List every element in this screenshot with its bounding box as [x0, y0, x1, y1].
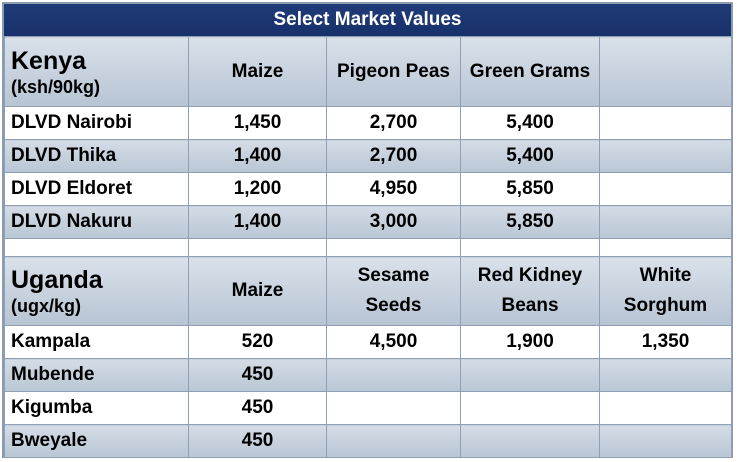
price-cell: 4,500: [326, 325, 461, 359]
table-row: DLVD Nakuru 1,400 3,000 5,850: [4, 205, 732, 239]
table-row: DLVD Eldoret 1,200 4,950 5,850: [4, 172, 732, 206]
price-cell: [599, 358, 732, 392]
uganda-unit-label: (ugx/kg): [11, 296, 81, 316]
empty-cell: [4, 238, 189, 257]
column-header-line: Red Kidney: [477, 265, 583, 286]
market-values-table: Kenya (ksh/90kg) Maize Pigeon Peas Green…: [4, 36, 732, 458]
column-header: [599, 36, 732, 107]
price-cell: 450: [188, 424, 327, 458]
price-cell: [326, 358, 461, 392]
price-cell: 5,400: [460, 106, 600, 140]
market-values-table-frame: Select Market Values Kenya (ksh/90kg) Ma…: [2, 2, 733, 458]
price-cell: [599, 139, 732, 173]
price-cell: [326, 424, 461, 458]
market-name: Bweyale: [4, 424, 189, 458]
column-header-line: Seeds: [365, 295, 422, 316]
price-cell: 520: [188, 325, 327, 359]
uganda-country-cell: Uganda (ugx/kg): [4, 256, 189, 326]
table-row: Kigumba 450: [4, 391, 732, 425]
price-cell: 450: [188, 358, 327, 392]
column-header-line: Sesame: [357, 265, 430, 286]
market-name: DLVD Nairobi: [4, 106, 189, 140]
price-cell: 3,000: [326, 205, 461, 239]
price-cell: 5,400: [460, 139, 600, 173]
price-cell: [460, 358, 600, 392]
kenya-header-row: Kenya (ksh/90kg) Maize Pigeon Peas Green…: [4, 36, 732, 107]
empty-cell: [460, 238, 600, 257]
empty-cell: [599, 238, 732, 257]
column-header: Maize: [188, 36, 327, 107]
market-name: Kampala: [4, 325, 189, 359]
column-header: Red Kidney Beans: [460, 256, 600, 326]
price-cell: [599, 106, 732, 140]
spacer-row: [4, 238, 732, 257]
column-header: White Sorghum: [599, 256, 732, 326]
price-cell: [460, 391, 600, 425]
column-header: Sesame Seeds: [326, 256, 461, 326]
table-row: Mubende 450: [4, 358, 732, 392]
price-cell: [599, 424, 732, 458]
kenya-country-label: Kenya: [11, 46, 87, 75]
table-row: Kampala 520 4,500 1,900 1,350: [4, 325, 732, 359]
column-header-line: Maize: [231, 280, 284, 301]
price-cell: 1,200: [188, 172, 327, 206]
table-title: Select Market Values: [4, 4, 731, 36]
price-cell: 4,950: [326, 172, 461, 206]
price-cell: 5,850: [460, 205, 600, 239]
empty-cell: [188, 238, 327, 257]
uganda-header-row: Uganda (ugx/kg) Maize Sesame Seeds Red K…: [4, 256, 732, 326]
column-header: Pigeon Peas: [326, 36, 461, 107]
price-cell: 1,350: [599, 325, 732, 359]
price-cell: 1,900: [460, 325, 600, 359]
kenya-country-cell: Kenya (ksh/90kg): [4, 36, 189, 107]
column-header-line: White: [639, 265, 692, 286]
kenya-unit-label: (ksh/90kg): [11, 76, 101, 97]
price-cell: [599, 205, 732, 239]
price-cell: 2,700: [326, 106, 461, 140]
market-name: DLVD Thika: [4, 139, 189, 173]
price-cell: [326, 391, 461, 425]
market-name: Mubende: [4, 358, 189, 392]
price-cell: [599, 172, 732, 206]
price-cell: 450: [188, 391, 327, 425]
column-header-line: Sorghum: [623, 295, 708, 316]
market-name: Kigumba: [4, 391, 189, 425]
price-cell: 5,850: [460, 172, 600, 206]
market-name: DLVD Nakuru: [4, 205, 189, 239]
price-cell: 1,400: [188, 205, 327, 239]
market-name: DLVD Eldoret: [4, 172, 189, 206]
uganda-country-label: Uganda: [11, 266, 103, 294]
empty-cell: [326, 238, 461, 257]
column-header: Maize: [188, 256, 327, 326]
price-cell: 1,450: [188, 106, 327, 140]
price-cell: [460, 424, 600, 458]
column-header-line: Beans: [501, 295, 559, 316]
price-cell: 2,700: [326, 139, 461, 173]
table-row: Bweyale 450: [4, 424, 732, 458]
price-cell: 1,400: [188, 139, 327, 173]
column-header: Green Grams: [460, 36, 600, 107]
price-cell: [599, 391, 732, 425]
table-row: DLVD Nairobi 1,450 2,700 5,400: [4, 106, 732, 140]
table-row: DLVD Thika 1,400 2,700 5,400: [4, 139, 732, 173]
